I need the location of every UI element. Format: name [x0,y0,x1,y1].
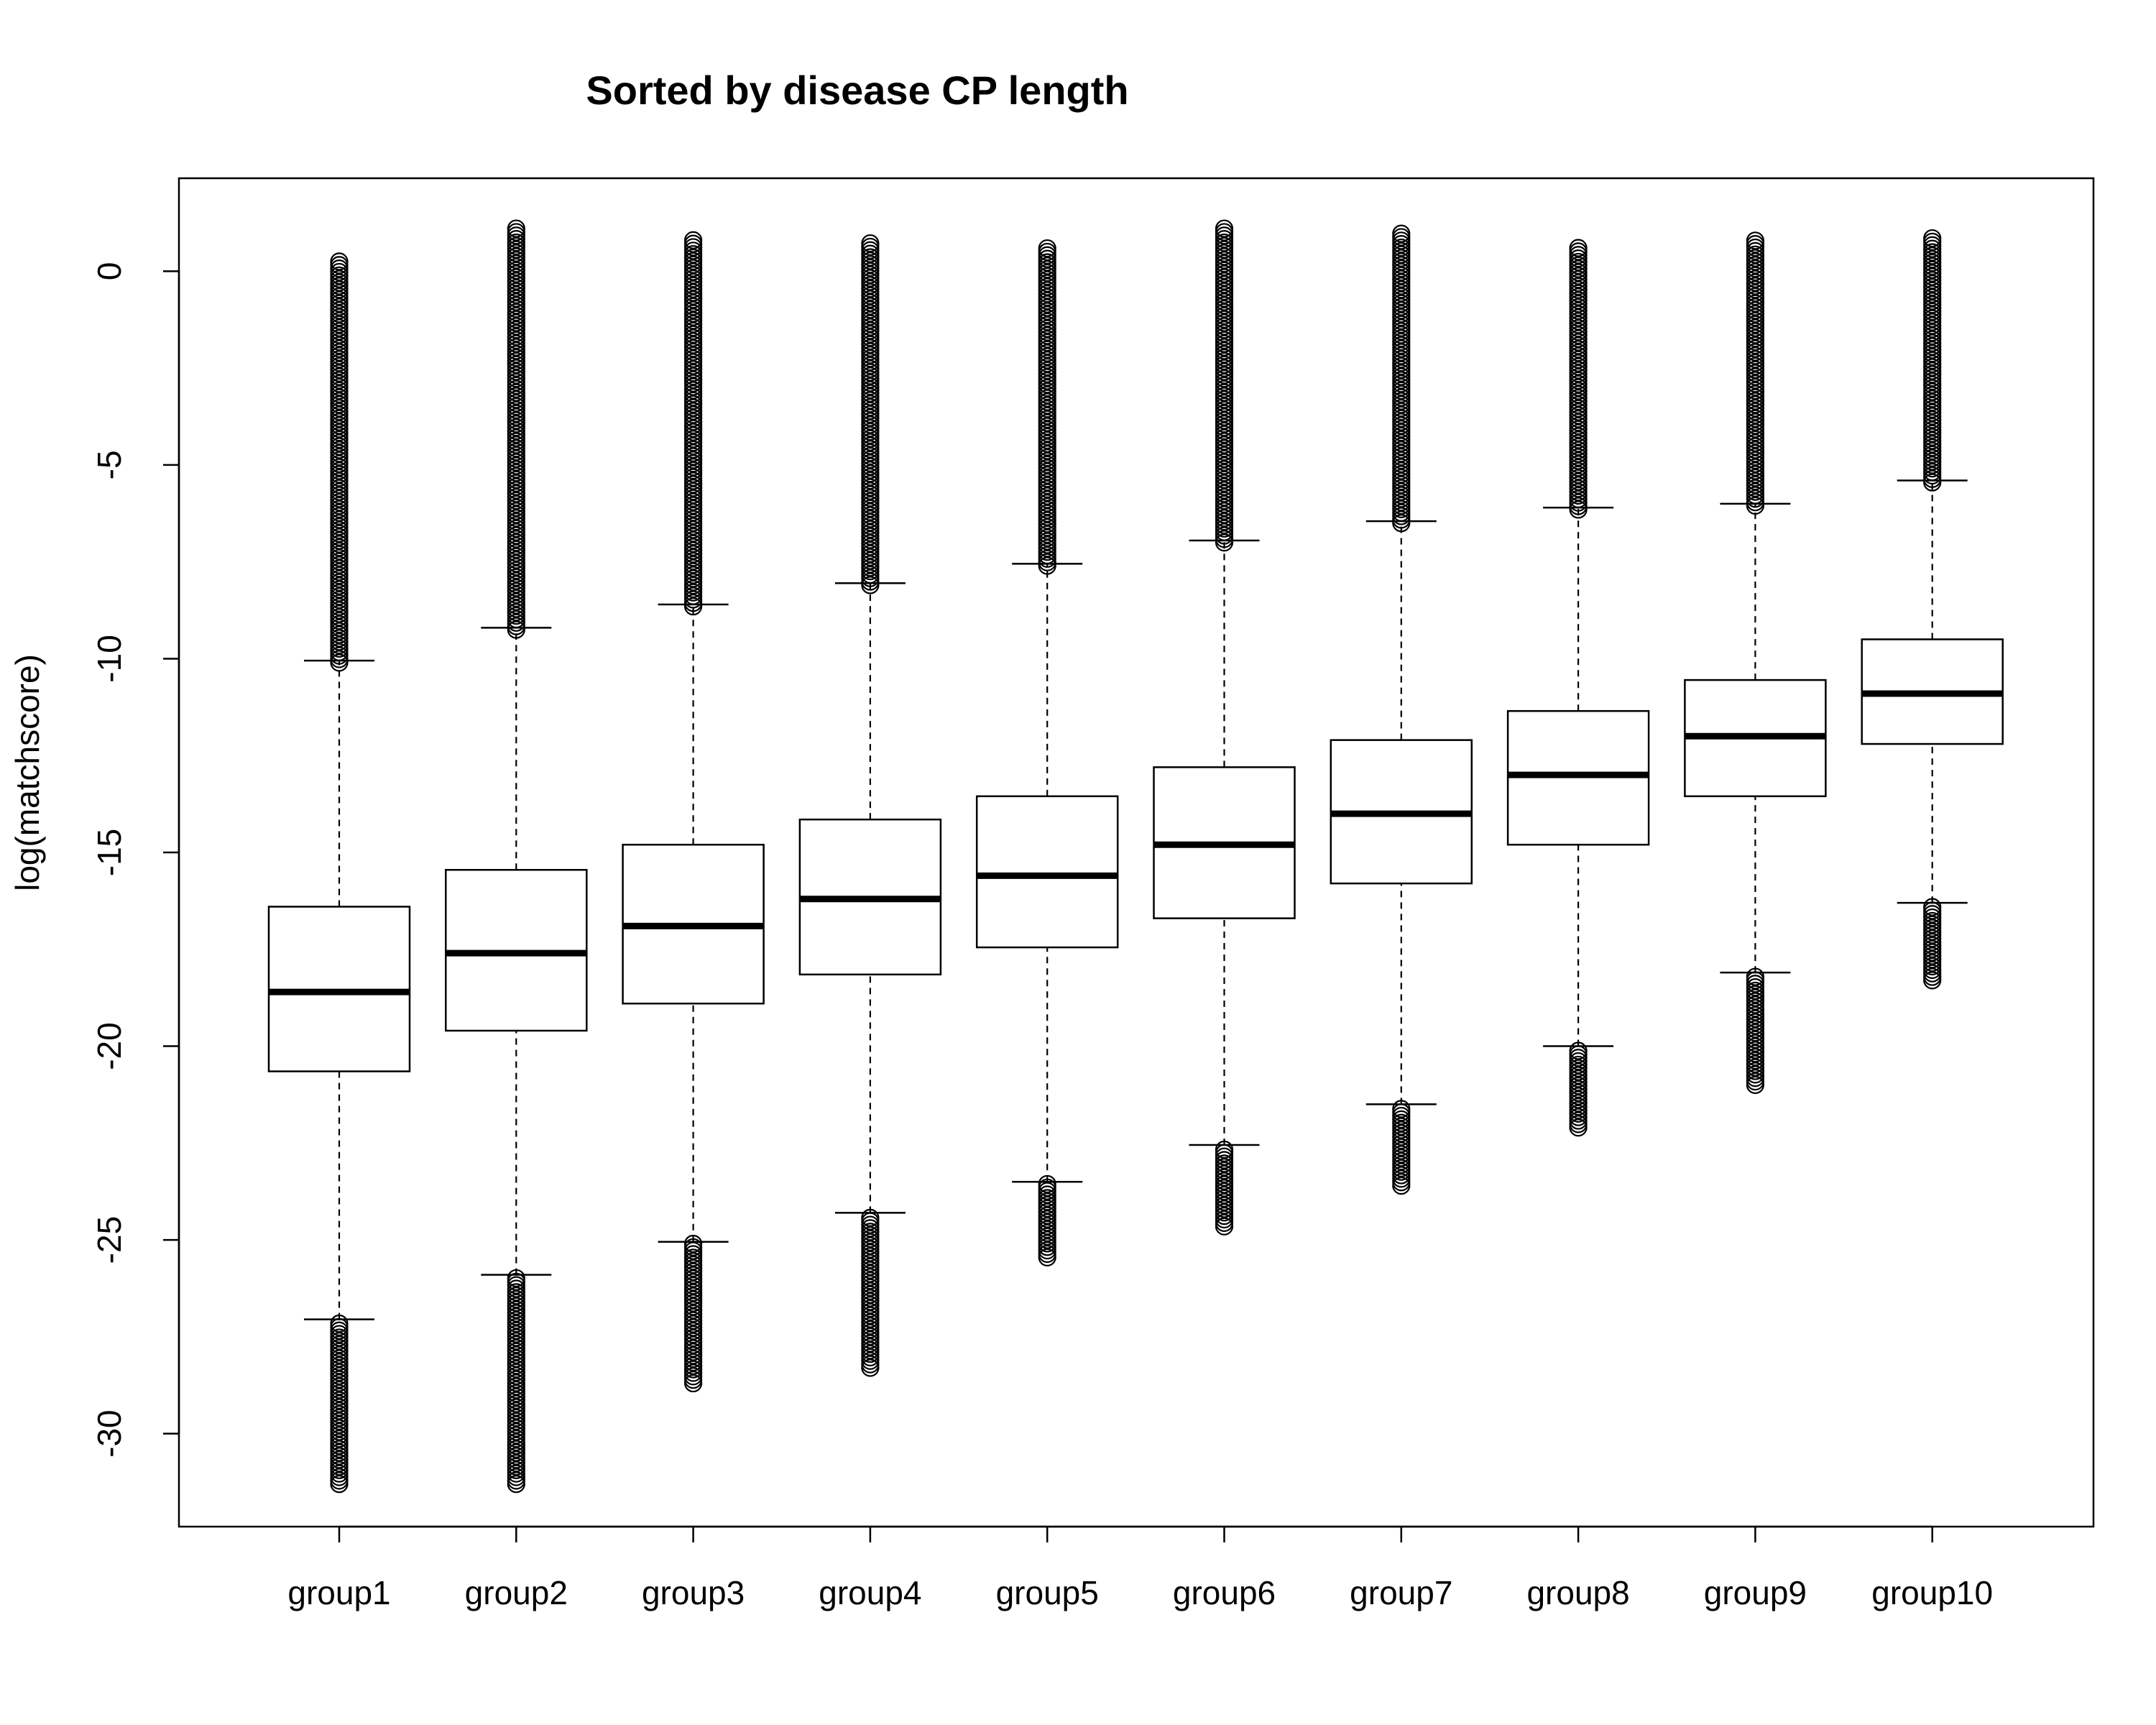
chart-title: Sorted by disease CP length [586,68,1128,113]
x-tick-label-group5: group5 [996,1574,1099,1611]
outlier-low-group1-46 [330,1314,349,1333]
box-group9 [1684,231,1827,1095]
x-tick-label-group4: group4 [819,1574,921,1611]
box-group4 [798,234,942,1377]
outlier-low-group9-31 [1746,967,1764,986]
y-tick-label-6: -30 [91,1409,128,1457]
outlier-high-group10-70 [1923,229,1942,248]
outlier-low-group3-40 [683,1234,703,1254]
x-tick-label-group10: group10 [1871,1574,1993,1611]
x-tick-label-group6: group6 [1173,1574,1276,1611]
box-group8 [1506,239,1650,1137]
y-tick-label-5: -25 [91,1216,128,1264]
x-tick-label-group2: group2 [465,1574,568,1611]
boxes-layer [267,219,2004,1494]
iqr-box-group5 [975,795,1119,949]
outlier-low-group5-21 [1038,1174,1056,1194]
box-group2 [445,219,588,1494]
box-group3 [622,231,765,1393]
plot-frame [178,177,2095,1528]
y-tick-label-0: 0 [91,262,128,281]
outlier-high-group6-90 [1215,219,1234,238]
y-tick-label-4: -20 [91,1022,128,1070]
outlier-high-group9-76 [1746,231,1764,250]
outlier-low-group2-59 [507,1269,525,1288]
outlier-high-group5-91 [1038,239,1056,258]
y-axis-label: log(matchscore) [9,654,46,891]
x-tick-label-group9: group9 [1704,1574,1807,1611]
y-tick-label-1: -5 [91,450,128,479]
outlier-high-group7-83 [1392,224,1411,243]
outlier-low-group4-43 [861,1208,880,1227]
y-tick-label-2: -10 [91,635,128,682]
box-group6 [1153,219,1296,1236]
y-tick-label-3: -15 [91,829,128,876]
x-tick-label-group8: group8 [1526,1574,1629,1611]
box-group5 [975,239,1119,1266]
x-tick-label-group7: group7 [1350,1574,1452,1611]
outlier-high-group1-115 [330,252,349,271]
y-axis: 0 -5 -10 -15 -20 -25 -30 [91,262,180,1458]
box-group7 [1330,224,1473,1195]
x-tick-label-group1: group1 [287,1574,390,1611]
outlier-low-group6-22 [1215,1140,1234,1159]
outlier-low-group7-22 [1392,1100,1411,1118]
x-tick-label-group3: group3 [642,1574,745,1611]
box-group1 [267,252,411,1494]
outlier-high-group3-105 [683,231,703,249]
outlier-high-group8-75 [1569,239,1588,257]
outlier-low-group10-21 [1923,898,1942,916]
outlier-high-group2-115 [507,219,525,238]
box-group10 [1861,229,2004,990]
x-axis: group1 group2 group3 group4 group5 group6 grou… [287,1525,1993,1611]
outlier-high-group4-98 [861,234,880,253]
outlier-low-group8-22 [1569,1041,1588,1060]
